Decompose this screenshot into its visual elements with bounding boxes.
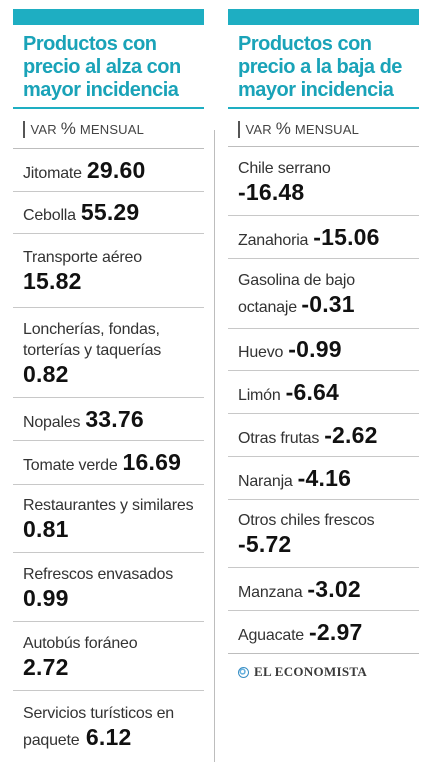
item-value: 0.82 <box>23 360 69 387</box>
item-name: Otras frutas <box>238 429 320 447</box>
item-value: -3.02 <box>307 575 361 602</box>
list-item: Transporte aéreo 15.82 <box>13 233 204 307</box>
list-item: Refrescos envasados 0.99 <box>13 552 204 621</box>
left-heading: Productos con precio al alza con mayor i… <box>23 33 181 101</box>
item-name: Otros chiles frescos <box>238 512 375 529</box>
item-name: Zanahoria <box>238 231 309 249</box>
list-item: Loncherías, fondas, torterías y taquería… <box>13 307 204 397</box>
item-name: Loncherías, fondas, torterías y taquería… <box>23 320 162 359</box>
left-accent-bar <box>13 9 204 25</box>
list-item: Gasolina de bajo octanaje -0.31 <box>228 258 419 328</box>
var-percent: % <box>275 119 292 138</box>
item-value: -5.72 <box>238 531 292 557</box>
list-item: Restaurantes y similares 0.81 <box>13 484 204 552</box>
list-end-divider <box>228 653 419 654</box>
item-value: -0.99 <box>288 336 342 362</box>
item-value: 0.81 <box>23 516 69 542</box>
item-name: Gasolina de bajo octanaje <box>238 271 355 316</box>
list-item: Tomate verde 16.69 <box>13 440 204 484</box>
item-value: -15.06 <box>313 223 380 250</box>
globe-icon <box>238 666 249 678</box>
publisher-logo: EL ECONOMISTA <box>238 664 419 680</box>
list-item: Nopales 33.76 <box>13 397 204 440</box>
item-name: Huevo <box>238 344 284 361</box>
right-list: Chile serrano -16.48 Zanahoria -15.06 Gaso… <box>228 146 419 654</box>
right-var-label: VAR % MENSUAL <box>238 118 419 140</box>
list-item: Servicios turísticos en paquete 6.12 <box>13 690 204 762</box>
item-value: -2.97 <box>309 618 363 645</box>
right-heading: Productos con precio a la baja de mayor … <box>238 33 402 101</box>
item-value: 0.99 <box>23 584 69 611</box>
var-prefix: VAR <box>30 122 61 137</box>
list-item: Chile serrano -16.48 <box>228 146 419 215</box>
item-name: Manzana <box>238 583 303 601</box>
list-item: Limón -6.64 <box>228 370 419 413</box>
list-item: Manzana -3.02 <box>228 567 419 610</box>
price-decrease-column: Productos con precio a la baja de mayor … <box>228 9 419 768</box>
left-heading-rule <box>13 107 204 109</box>
list-item: Huevo -0.99 <box>228 328 419 370</box>
item-name: Limón <box>238 386 281 404</box>
var-marker <box>238 120 240 138</box>
list-item: Zanahoria -15.06 <box>228 215 419 258</box>
var-percent: % <box>60 119 77 138</box>
right-accent-bar <box>228 9 419 25</box>
item-value: 16.69 <box>122 449 182 475</box>
list-item: Cebolla 55.29 <box>13 191 204 233</box>
column-separator <box>214 130 215 762</box>
logo-text: EL ECONOMISTA <box>254 664 368 679</box>
item-name: Servicios turísticos en paquete <box>23 704 175 749</box>
item-name: Restaurantes y similares <box>23 497 194 514</box>
var-marker <box>23 120 25 138</box>
item-name: Naranja <box>238 472 293 490</box>
list-item: Otros chiles frescos -5.72 <box>228 499 419 567</box>
item-value: -6.64 <box>285 378 340 405</box>
item-value: 15.82 <box>23 268 82 294</box>
item-name: Jitomate <box>23 164 82 182</box>
list-item: Jitomate 29.60 <box>13 148 204 191</box>
item-name: Transporte aéreo <box>23 249 142 266</box>
item-name: Cebolla <box>23 207 76 224</box>
item-name: Tomate verde <box>23 457 118 474</box>
item-name: Refrescos envasados <box>23 565 174 583</box>
left-var-label: VAR % MENSUAL <box>23 118 204 140</box>
list-item: Aguacate -2.97 <box>228 610 419 653</box>
var-prefix: VAR <box>245 122 276 137</box>
item-value: 6.12 <box>85 723 132 750</box>
item-value: -4.16 <box>297 464 352 491</box>
right-heading-rule <box>228 107 419 109</box>
list-item: Autobús foráneo 2.72 <box>13 621 204 690</box>
item-value: 29.60 <box>86 156 146 183</box>
var-suffix: MENSUAL <box>76 122 145 137</box>
item-value: -16.48 <box>238 178 305 205</box>
item-value: -2.62 <box>324 421 378 448</box>
left-list: Jitomate 29.60 Cebolla 55.29 Transporte aé… <box>13 148 204 762</box>
item-value: 33.76 <box>85 405 144 432</box>
item-name: Autobús foráneo <box>23 634 138 652</box>
list-item: Otras frutas -2.62 <box>228 413 419 456</box>
item-name: Aguacate <box>238 626 305 644</box>
price-increase-column: Productos con precio al alza con mayor i… <box>13 9 204 768</box>
item-value: -0.31 <box>301 290 355 317</box>
item-value: 55.29 <box>80 199 140 225</box>
item-name: Chile serrano <box>238 159 331 177</box>
var-suffix: MENSUAL <box>291 122 360 137</box>
item-name: Nopales <box>23 413 81 431</box>
list-item: Naranja -4.16 <box>228 456 419 499</box>
item-value: 2.72 <box>23 653 69 680</box>
